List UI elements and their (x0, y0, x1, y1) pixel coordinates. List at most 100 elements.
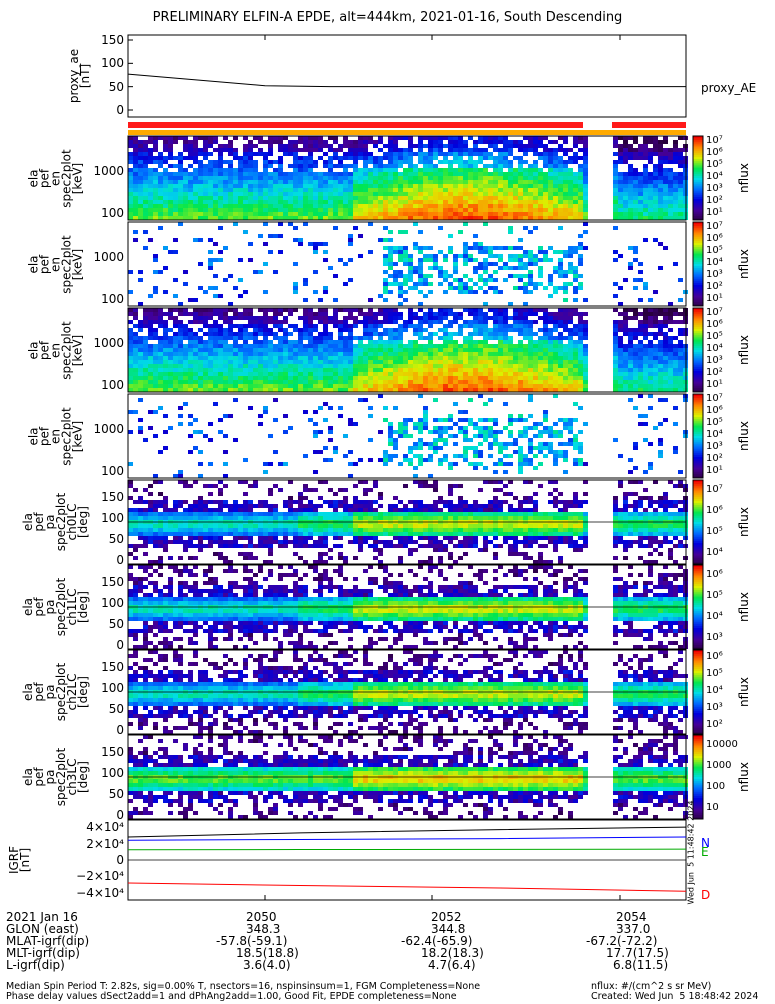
pa-ytick: 50 (109, 788, 124, 800)
colorbar-tick: 10⁴ (706, 548, 723, 558)
pa-ylabel: ela pef pa spec2plot ch0LC [deg] (23, 482, 89, 562)
colorbar-tick: 100 (706, 782, 725, 792)
pitch-angle-spectrogram (128, 480, 688, 564)
colorbar-tick: 10² (706, 282, 723, 292)
en-ytick: 100 (101, 207, 124, 219)
colorbar-tick: 10⁷ (706, 222, 723, 232)
row-value: 3.6(4.0) (243, 958, 291, 972)
status-bar-orange (128, 130, 686, 135)
footer-right-2: Created: Wed Jun 5 18:48:42 2024 (591, 992, 758, 1002)
proxy-panel (128, 35, 686, 117)
colorbar (693, 136, 703, 221)
pa-ylabel: ela pef pa spec2plot ch1LC [deg] (23, 567, 89, 647)
colorbar-label: nflux (739, 502, 751, 542)
status-bar-red (128, 122, 583, 128)
colorbar-tick: 10⁶ (706, 320, 723, 330)
colorbar-tick: 10⁴ (706, 172, 723, 182)
colorbar-label: nflux (739, 158, 751, 198)
igrf-ytick: −4×10⁴ (76, 887, 124, 899)
colorbar (693, 308, 703, 393)
colorbar-tick: 10⁵ (706, 527, 723, 537)
colorbar-tick: 10⁶ (706, 652, 723, 662)
igrf-legend-e: E (701, 846, 709, 858)
en-ylabel: ela pef en spec2plot [keV] (29, 138, 84, 218)
en-ytick: 100 (101, 465, 124, 477)
colorbar (693, 222, 703, 307)
colorbar-tick: 10⁶ (706, 148, 723, 158)
igrf-ytick: 4×10⁴ (86, 821, 124, 833)
pa-ytick: 0 (116, 554, 124, 566)
colorbar-tick: 10² (706, 454, 723, 464)
colorbar-label: nflux (739, 244, 751, 284)
colorbar-tick: 10³ (706, 442, 723, 452)
pa-ytick: 100 (101, 767, 124, 779)
colorbar-label: nflux (739, 330, 751, 370)
colorbar-tick: 10⁵ (706, 418, 723, 428)
igrf-legend-d: D (701, 889, 710, 901)
colorbar-tick: 10² (706, 196, 723, 206)
colorbar-tick: 10⁴ (706, 430, 723, 440)
colorbar-tick: 10⁴ (706, 344, 723, 354)
footer-left-2: Phase delay values dSect2add=1 and dPhAn… (6, 992, 457, 1002)
pa-ytick: 0 (116, 639, 124, 651)
pa-ytick: 150 (101, 746, 124, 758)
colorbar-tick: 10 (706, 803, 719, 813)
colorbar-tick: 10³ (706, 270, 723, 280)
colorbar-tick: 10000 (706, 740, 738, 750)
en-ytick: 1000 (93, 165, 124, 177)
colorbar-tick: 10² (706, 720, 723, 730)
colorbar-tick: 10⁷ (706, 136, 723, 146)
colorbar-tick: 10⁵ (706, 246, 723, 256)
pa-ytick: 50 (109, 618, 124, 630)
colorbar-tick: 10³ (706, 703, 723, 713)
energy-spectrogram (128, 394, 688, 478)
colorbar-tick: 10⁶ (706, 234, 723, 244)
colorbar-tick: 10¹ (706, 294, 723, 304)
colorbar-tick: 10⁷ (706, 394, 723, 404)
colorbar-tick: 10⁴ (706, 258, 723, 268)
energy-spectrogram (128, 308, 688, 392)
colorbar-tick: 10⁵ (706, 160, 723, 170)
colorbar-tick: 10⁵ (706, 669, 723, 679)
pa-ytick: 150 (101, 576, 124, 588)
proxy-ytick: 0 (116, 104, 124, 116)
en-ytick: 1000 (93, 337, 124, 349)
proxy-ylabel: proxy_ae [nT] (69, 36, 91, 116)
pitch-angle-spectrogram (128, 735, 688, 819)
proxy-legend: proxy_AE (701, 82, 756, 94)
colorbar-label: nflux (739, 757, 751, 797)
energy-spectrogram (128, 222, 688, 306)
colorbar-tick: 10⁶ (706, 570, 723, 580)
status-bar-red (612, 122, 686, 128)
igrf-e-line (128, 849, 686, 850)
row-label: L-igrf(dip) (6, 958, 65, 972)
colorbar-tick: 1000 (706, 761, 731, 771)
colorbar-tick: 10⁶ (706, 506, 723, 516)
en-ytick: 100 (101, 293, 124, 305)
colorbar-tick: 10¹ (706, 380, 723, 390)
colorbar (693, 650, 703, 735)
colorbar-label: nflux (739, 672, 751, 712)
pa-ytick: 0 (116, 724, 124, 736)
en-ytick: 100 (101, 379, 124, 391)
proxy-ytick: 50 (109, 81, 124, 93)
energy-spectrogram (128, 136, 688, 220)
colorbar (693, 565, 703, 650)
proxy-ytick: 150 (101, 34, 124, 46)
en-ytick: 1000 (93, 251, 124, 263)
en-ylabel: ela pef en spec2plot [keV] (29, 224, 84, 304)
colorbar-tick: 10⁵ (706, 332, 723, 342)
colorbar (693, 394, 703, 479)
chart-title: PRELIMINARY ELFIN-A EPDE, alt=444km, 202… (0, 12, 775, 24)
pa-ylabel: ela pef pa spec2plot ch2LC [deg] (23, 652, 89, 732)
pa-ytick: 100 (101, 682, 124, 694)
proxy-ytick: 100 (101, 57, 124, 69)
colorbar-tick: 10³ (706, 184, 723, 194)
pa-ytick: 50 (109, 533, 124, 545)
en-ylabel: ela pef en spec2plot [keV] (29, 396, 84, 476)
row-value: 4.7(6.4) (428, 958, 476, 972)
colorbar-tick: 10⁷ (706, 485, 723, 495)
colorbar-label: nflux (739, 416, 751, 456)
colorbar-tick: 10⁶ (706, 406, 723, 416)
pa-ytick: 150 (101, 491, 124, 503)
